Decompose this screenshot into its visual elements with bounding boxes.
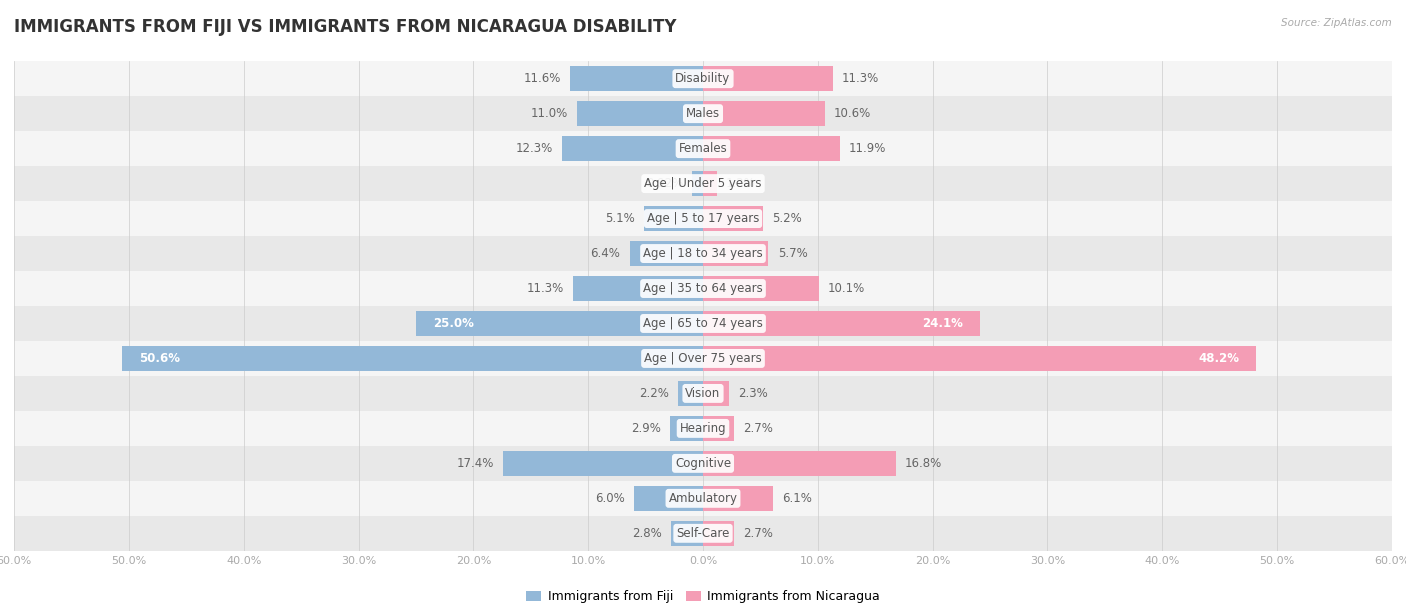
Bar [703,101,825,126]
Bar [14,166,1392,201]
Text: Disability: Disability [675,72,731,85]
Bar [630,241,703,266]
Text: 1.2%: 1.2% [725,177,756,190]
Text: 6.1%: 6.1% [782,492,813,505]
Text: Vision: Vision [685,387,721,400]
Bar [14,236,1392,271]
Bar [703,486,773,511]
Text: Ambulatory: Ambulatory [668,492,738,505]
Text: 2.8%: 2.8% [631,527,662,540]
Bar [14,306,1392,341]
Text: Females: Females [679,142,727,155]
Text: Cognitive: Cognitive [675,457,731,470]
Bar [703,136,839,161]
Text: IMMIGRANTS FROM FIJI VS IMMIGRANTS FROM NICARAGUA DISABILITY: IMMIGRANTS FROM FIJI VS IMMIGRANTS FROM … [14,18,676,36]
Bar [703,381,730,406]
Text: Age | 5 to 17 years: Age | 5 to 17 years [647,212,759,225]
Text: 48.2%: 48.2% [1198,352,1239,365]
Text: 2.7%: 2.7% [744,527,773,540]
Bar [644,206,703,231]
Bar [14,446,1392,481]
Text: 2.9%: 2.9% [631,422,661,435]
Bar [503,451,703,476]
Text: 6.0%: 6.0% [595,492,624,505]
Text: 2.3%: 2.3% [738,387,768,400]
Bar [634,486,703,511]
Text: 2.2%: 2.2% [638,387,669,400]
Bar [678,381,703,406]
Legend: Immigrants from Fiji, Immigrants from Nicaragua: Immigrants from Fiji, Immigrants from Ni… [522,585,884,608]
Text: 11.6%: 11.6% [523,72,561,85]
Text: 5.1%: 5.1% [606,212,636,225]
Bar [14,96,1392,131]
Text: Age | 35 to 64 years: Age | 35 to 64 years [643,282,763,295]
Bar [14,516,1392,551]
Text: 11.3%: 11.3% [842,72,879,85]
Bar [14,411,1392,446]
Text: 11.9%: 11.9% [849,142,886,155]
Bar [416,311,703,336]
Bar [14,131,1392,166]
Bar [703,66,832,91]
Bar [692,171,703,196]
Text: 24.1%: 24.1% [921,317,963,330]
Text: Hearing: Hearing [679,422,727,435]
Text: Age | Under 5 years: Age | Under 5 years [644,177,762,190]
Bar [703,451,896,476]
Text: Age | 18 to 34 years: Age | 18 to 34 years [643,247,763,260]
Bar [703,276,818,301]
Bar [703,311,980,336]
Text: 2.7%: 2.7% [744,422,773,435]
Bar [14,271,1392,306]
Text: 0.92%: 0.92% [645,177,683,190]
Text: 17.4%: 17.4% [457,457,494,470]
Text: 11.3%: 11.3% [527,282,564,295]
Bar [14,61,1392,96]
Text: Self-Care: Self-Care [676,527,730,540]
Bar [14,201,1392,236]
Text: Source: ZipAtlas.com: Source: ZipAtlas.com [1281,18,1392,28]
Bar [569,66,703,91]
Text: 16.8%: 16.8% [905,457,942,470]
Text: Age | Over 75 years: Age | Over 75 years [644,352,762,365]
Bar [14,341,1392,376]
Text: 10.6%: 10.6% [834,107,872,120]
Bar [122,346,703,371]
Bar [669,416,703,441]
Text: 50.6%: 50.6% [139,352,180,365]
Text: Age | 65 to 74 years: Age | 65 to 74 years [643,317,763,330]
Text: 10.1%: 10.1% [828,282,866,295]
Text: 5.2%: 5.2% [772,212,801,225]
Text: 25.0%: 25.0% [433,317,474,330]
Bar [703,416,734,441]
Bar [703,346,1257,371]
Text: 5.7%: 5.7% [778,247,807,260]
Text: 12.3%: 12.3% [516,142,553,155]
Bar [703,241,769,266]
Text: 11.0%: 11.0% [530,107,568,120]
Bar [576,101,703,126]
Bar [562,136,703,161]
Bar [703,521,734,546]
Bar [14,376,1392,411]
Text: 6.4%: 6.4% [591,247,620,260]
Bar [14,481,1392,516]
Bar [671,521,703,546]
Bar [703,171,717,196]
Text: Males: Males [686,107,720,120]
Bar [574,276,703,301]
Bar [703,206,762,231]
